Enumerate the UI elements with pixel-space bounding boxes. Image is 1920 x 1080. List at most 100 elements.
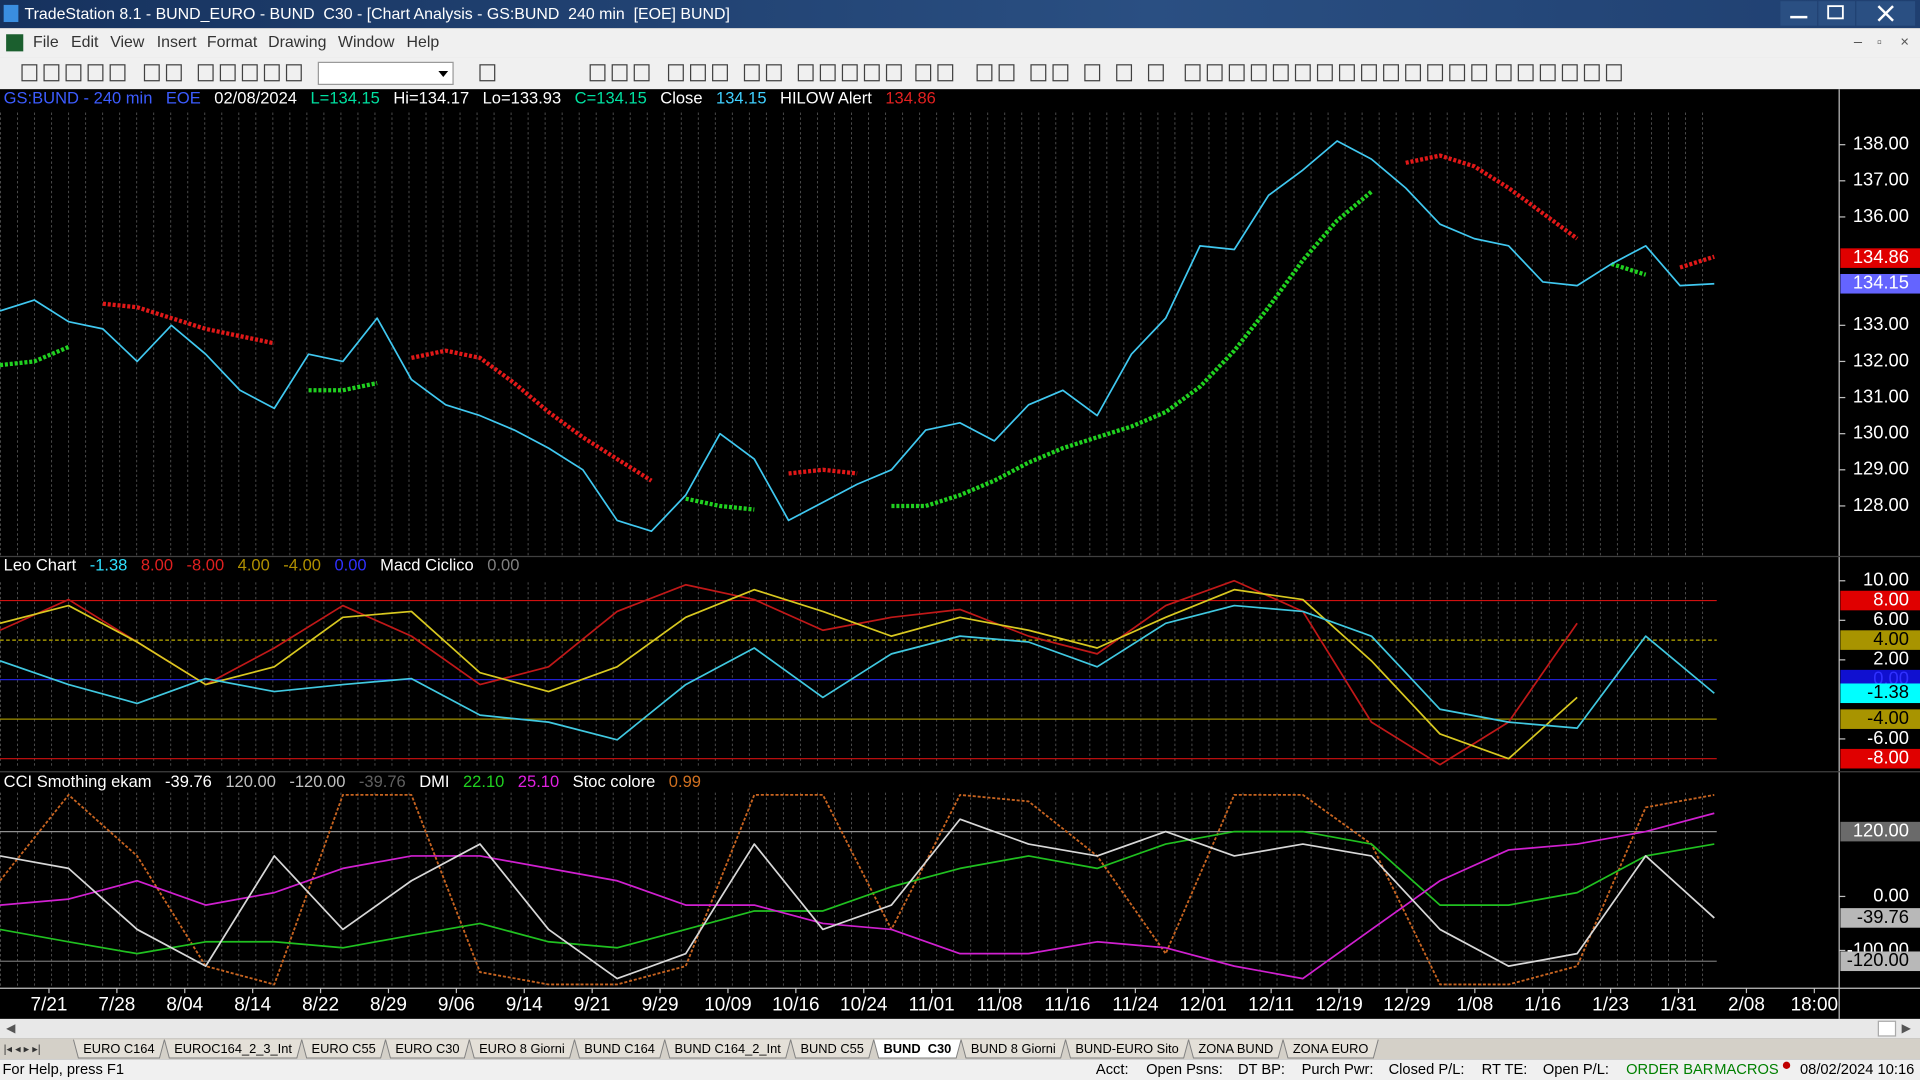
sheet-tab-label[interactable]: EUROC164_2_3_Int (174, 1041, 292, 1056)
menu-item[interactable]: Insert (157, 34, 197, 51)
sheet-tab[interactable] (72, 1039, 165, 1059)
toolbar-icon[interactable] (1294, 64, 1311, 82)
toolbar-icon[interactable] (1030, 64, 1047, 82)
toolbar-icon[interactable] (285, 64, 302, 82)
toolbar-icon[interactable] (21, 64, 38, 82)
menu-item[interactable]: Help (407, 34, 440, 51)
restore-button[interactable] (1818, 1, 1856, 26)
toolbar-icon[interactable] (479, 64, 496, 82)
sheet-tab-label[interactable]: BUND C164 (584, 1041, 655, 1056)
toolbar-icon[interactable] (915, 64, 932, 82)
toolbar-icon[interactable] (197, 64, 214, 82)
mdi-minimize[interactable]: – (1854, 35, 1863, 51)
sheet-tab-label[interactable]: ZONA BUND (1198, 1041, 1273, 1056)
toolbar-icon[interactable] (1361, 64, 1377, 82)
toolbar-icon[interactable] (863, 64, 880, 82)
toolbar-icon[interactable] (1338, 64, 1355, 82)
sheet-tab[interactable] (790, 1039, 875, 1059)
toolbar-icon[interactable] (1495, 64, 1512, 82)
toolbar-icon[interactable] (1539, 64, 1556, 82)
sheet-tab-label[interactable]: BUND 8 Giorni (971, 1041, 1056, 1056)
mdi-close[interactable]: × (1900, 35, 1909, 51)
toolbar-icon[interactable] (765, 64, 782, 82)
menu-item[interactable]: View (110, 34, 145, 51)
toolbar-icon[interactable] (841, 64, 858, 82)
sheet-tab-label[interactable]: EURO 8 Giorni (479, 1041, 565, 1056)
menu-item[interactable]: Drawing (268, 34, 326, 51)
sheet-tab[interactable] (1282, 1039, 1379, 1059)
toolbar-icon[interactable] (937, 64, 954, 82)
sheet-tab[interactable] (664, 1039, 792, 1059)
sheet-tab-label[interactable]: EURO C30 (395, 1041, 459, 1056)
toolbar-icon[interactable] (1383, 64, 1399, 82)
toolbar-icon[interactable] (1405, 64, 1422, 82)
toolbar-icon[interactable] (589, 64, 606, 82)
toolbar-icon[interactable] (43, 64, 60, 82)
sheet-tab-label[interactable]: BUND C55 (800, 1041, 863, 1056)
toolbar-icon[interactable] (1272, 64, 1289, 82)
toolbar-icon[interactable] (1561, 64, 1578, 82)
sheet-tab-label[interactable]: BUND-EURO Sito (1075, 1041, 1178, 1056)
menu-item[interactable]: Edit (71, 34, 99, 51)
toolbar-icon[interactable] (143, 64, 160, 82)
toolbar-icon[interactable] (976, 64, 993, 82)
toolbar-icon[interactable] (690, 64, 706, 82)
scroll-right[interactable]: ▶ (1902, 1021, 1912, 1035)
toolbar-icon[interactable] (1605, 64, 1622, 82)
toolbar-icon[interactable] (1206, 64, 1223, 82)
h-scrollbar[interactable] (0, 1018, 1920, 1039)
mdi-restore[interactable]: ▫ (1877, 34, 1882, 49)
toolbar-icon[interactable] (1316, 64, 1333, 82)
toolbar-icon[interactable] (1052, 64, 1069, 82)
sheet-tab[interactable] (1188, 1039, 1284, 1059)
menu-item[interactable]: Window (338, 34, 395, 51)
sheet-tab[interactable] (385, 1039, 470, 1059)
toolbar-icon[interactable] (1250, 64, 1267, 82)
toolbar-icon[interactable] (819, 64, 836, 82)
toolbar-icon[interactable] (1427, 64, 1444, 82)
sheet-tab-label[interactable]: ZONA EURO (1293, 1041, 1369, 1056)
toolbar-icon[interactable] (1449, 64, 1466, 82)
sheet-tab[interactable] (163, 1039, 303, 1059)
menu-item[interactable]: File (33, 34, 59, 51)
menu-item[interactable]: Format (207, 34, 258, 51)
minimize-button[interactable] (1780, 1, 1818, 26)
sheet-tab[interactable] (960, 1039, 1067, 1059)
toolbar-icon[interactable] (797, 64, 814, 82)
toolbar-icon[interactable] (712, 64, 728, 82)
toolbar-icon[interactable] (1583, 64, 1600, 82)
sheet-tab-label[interactable]: BUND C30 (884, 1041, 952, 1056)
toolbar-icon[interactable] (1517, 64, 1534, 82)
toolbar-icon[interactable] (109, 64, 126, 82)
toolbar-icon[interactable] (885, 64, 902, 82)
toolbar-icon[interactable] (1116, 64, 1133, 82)
toolbar-icon[interactable] (1147, 64, 1164, 82)
toolbar-icon[interactable] (1471, 64, 1488, 82)
toolbar-icon[interactable] (743, 64, 760, 82)
toolbar-icon[interactable] (611, 64, 628, 82)
toolbar-icon[interactable] (998, 64, 1015, 82)
toolbar-icon[interactable] (667, 64, 684, 82)
sheet-tab-label[interactable]: BUND C164_2_Int (675, 1041, 782, 1056)
toolbar-icon[interactable] (1184, 64, 1201, 82)
toolbar-icon[interactable] (219, 64, 236, 82)
sheet-tab-label[interactable]: EURO C164 (83, 1041, 154, 1056)
toolbar-icon[interactable] (165, 64, 182, 82)
toolbar-icon[interactable] (87, 64, 104, 82)
toolbar-icon[interactable] (633, 64, 650, 82)
toolbar-icon[interactable] (241, 64, 258, 82)
symbol-combo[interactable] (317, 61, 454, 86)
sheet-tab[interactable] (873, 1039, 962, 1059)
sheet-tab-label[interactable]: EURO C55 (312, 1041, 376, 1056)
sheet-tab[interactable] (1065, 1039, 1190, 1059)
tab-nav[interactable]: |◂ ◂ ▸ ▸| (4, 1043, 41, 1055)
scroll-left[interactable]: ◀ (6, 1021, 16, 1035)
sheet-tab[interactable] (301, 1039, 387, 1059)
toolbar-icon[interactable] (1084, 64, 1101, 82)
toolbar-icon[interactable] (263, 64, 280, 82)
sheet-tab[interactable] (468, 1039, 575, 1059)
sheet-tab[interactable] (574, 1039, 666, 1059)
toolbar-icon[interactable] (1228, 64, 1245, 82)
scroll-thumb[interactable] (1877, 1020, 1897, 1037)
toolbar-icon[interactable] (65, 64, 82, 82)
